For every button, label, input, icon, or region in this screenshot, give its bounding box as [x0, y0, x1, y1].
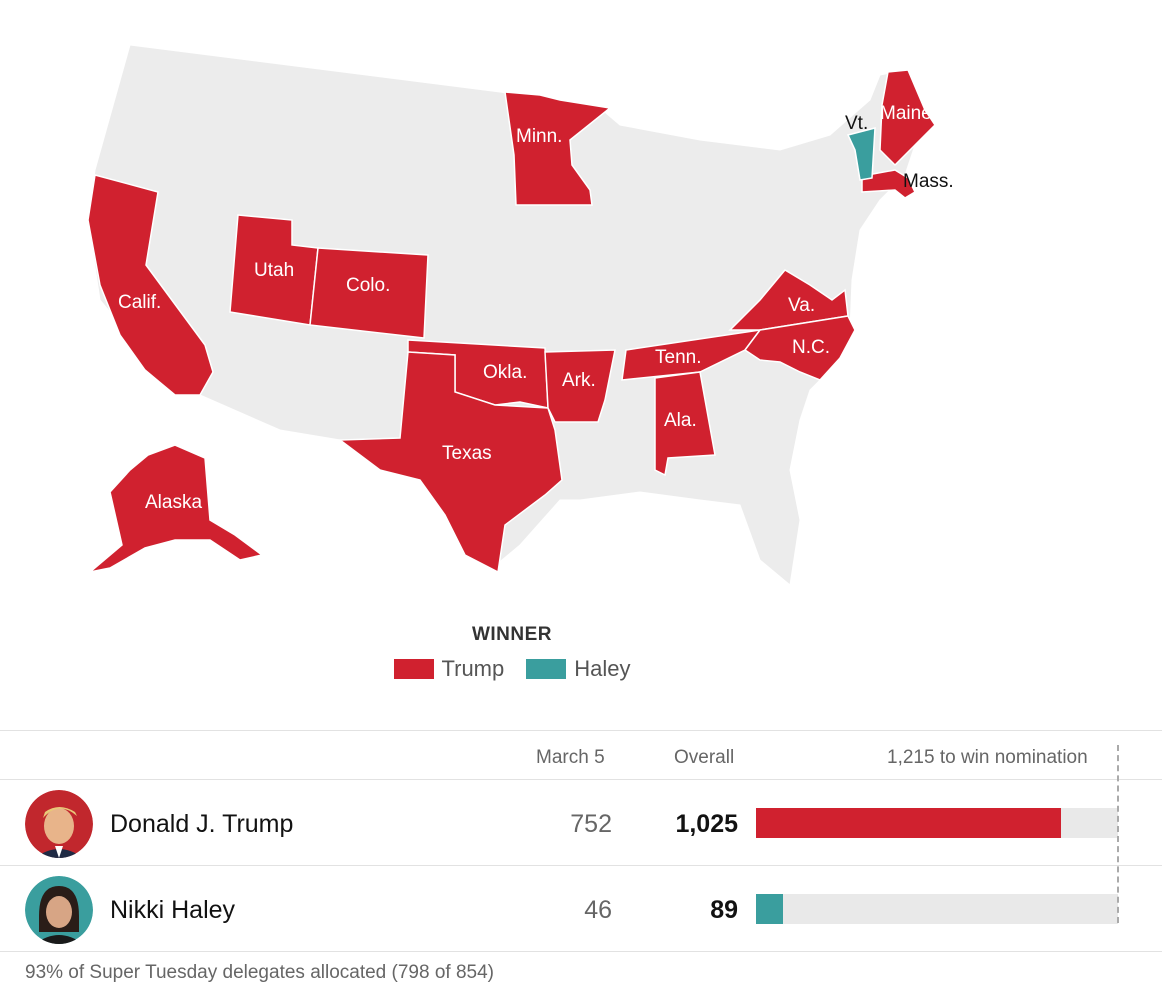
trump-avatar [25, 790, 93, 858]
state-vermont[interactable] [846, 127, 876, 181]
haley-swatch [526, 659, 567, 679]
label-maine: Maine [880, 103, 932, 124]
delegate-table: March 5 Overall 1,215 to win nomination … [0, 730, 1162, 952]
label-colo: Colo. [346, 275, 390, 296]
label-utah: Utah [254, 260, 294, 281]
state-tennessee[interactable] [621, 328, 762, 381]
label-ala: Ala. [664, 410, 697, 431]
header-to-win: 1,215 to win nomination [887, 747, 1088, 768]
header-overall: Overall [674, 747, 735, 768]
overall-delegates: 1,025 [675, 810, 738, 838]
map-legend: WINNER Trump Haley [0, 624, 1024, 682]
march-delegates: 46 [584, 896, 612, 924]
us-contiguous-outline [87, 44, 926, 586]
candidate-name: Nikki Haley [110, 896, 236, 924]
legend-label-haley: Haley [574, 656, 631, 681]
label-vt: Vt. [845, 113, 868, 134]
us-results-map: Minn. Maine Vt. Mass. Calif. Utah Colo. … [87, 44, 954, 586]
legend-item-trump: Trump [393, 656, 505, 682]
label-texas: Texas [442, 443, 492, 464]
legend-item-haley: Haley [526, 656, 631, 682]
label-okla: Okla. [483, 362, 527, 383]
label-ark: Ark. [562, 370, 596, 391]
state-north-carolina[interactable] [743, 315, 856, 381]
allocation-footnote: 93% of Super Tuesday delegates allocated… [25, 962, 494, 983]
state-california[interactable] [87, 174, 214, 396]
label-minn: Minn. [516, 126, 562, 147]
header-march: March 5 [536, 747, 605, 768]
win-threshold-line [1117, 745, 1119, 923]
label-va: Va. [788, 295, 815, 316]
legend-label-trump: Trump [441, 656, 505, 681]
delegate-bar-trump [756, 808, 1062, 838]
overall-delegates: 89 [710, 896, 738, 924]
trump-swatch [393, 659, 434, 679]
table-row-trump[interactable]: Donald J. Trump 752 1,025 [0, 780, 1162, 866]
label-nc: N.C. [792, 337, 830, 358]
label-mass: Mass. [903, 171, 954, 192]
state-massachusetts[interactable] [861, 169, 916, 199]
legend-title: WINNER [471, 624, 553, 645]
haley-avatar [25, 876, 93, 944]
state-colorado[interactable] [309, 247, 429, 339]
march-delegates: 752 [570, 810, 612, 838]
delegate-bar-haley [756, 894, 783, 924]
delegate-bar-track [756, 894, 1118, 924]
table-row-haley[interactable]: Nikki Haley 46 89 [0, 866, 1162, 952]
state-maine[interactable] [879, 69, 936, 167]
label-calif: Calif. [118, 292, 161, 313]
table-header: March 5 Overall 1,215 to win nomination [0, 730, 1162, 780]
state-minnesota[interactable] [504, 91, 612, 206]
state-arkansas[interactable] [544, 349, 616, 423]
state-alaska[interactable] [89, 444, 264, 573]
delegate-bar-track [756, 808, 1118, 838]
label-alaska: Alaska [145, 492, 202, 513]
candidate-name: Donald J. Trump [110, 810, 294, 838]
label-tenn: Tenn. [655, 347, 701, 368]
state-alabama[interactable] [654, 371, 716, 477]
state-texas[interactable] [337, 351, 563, 574]
